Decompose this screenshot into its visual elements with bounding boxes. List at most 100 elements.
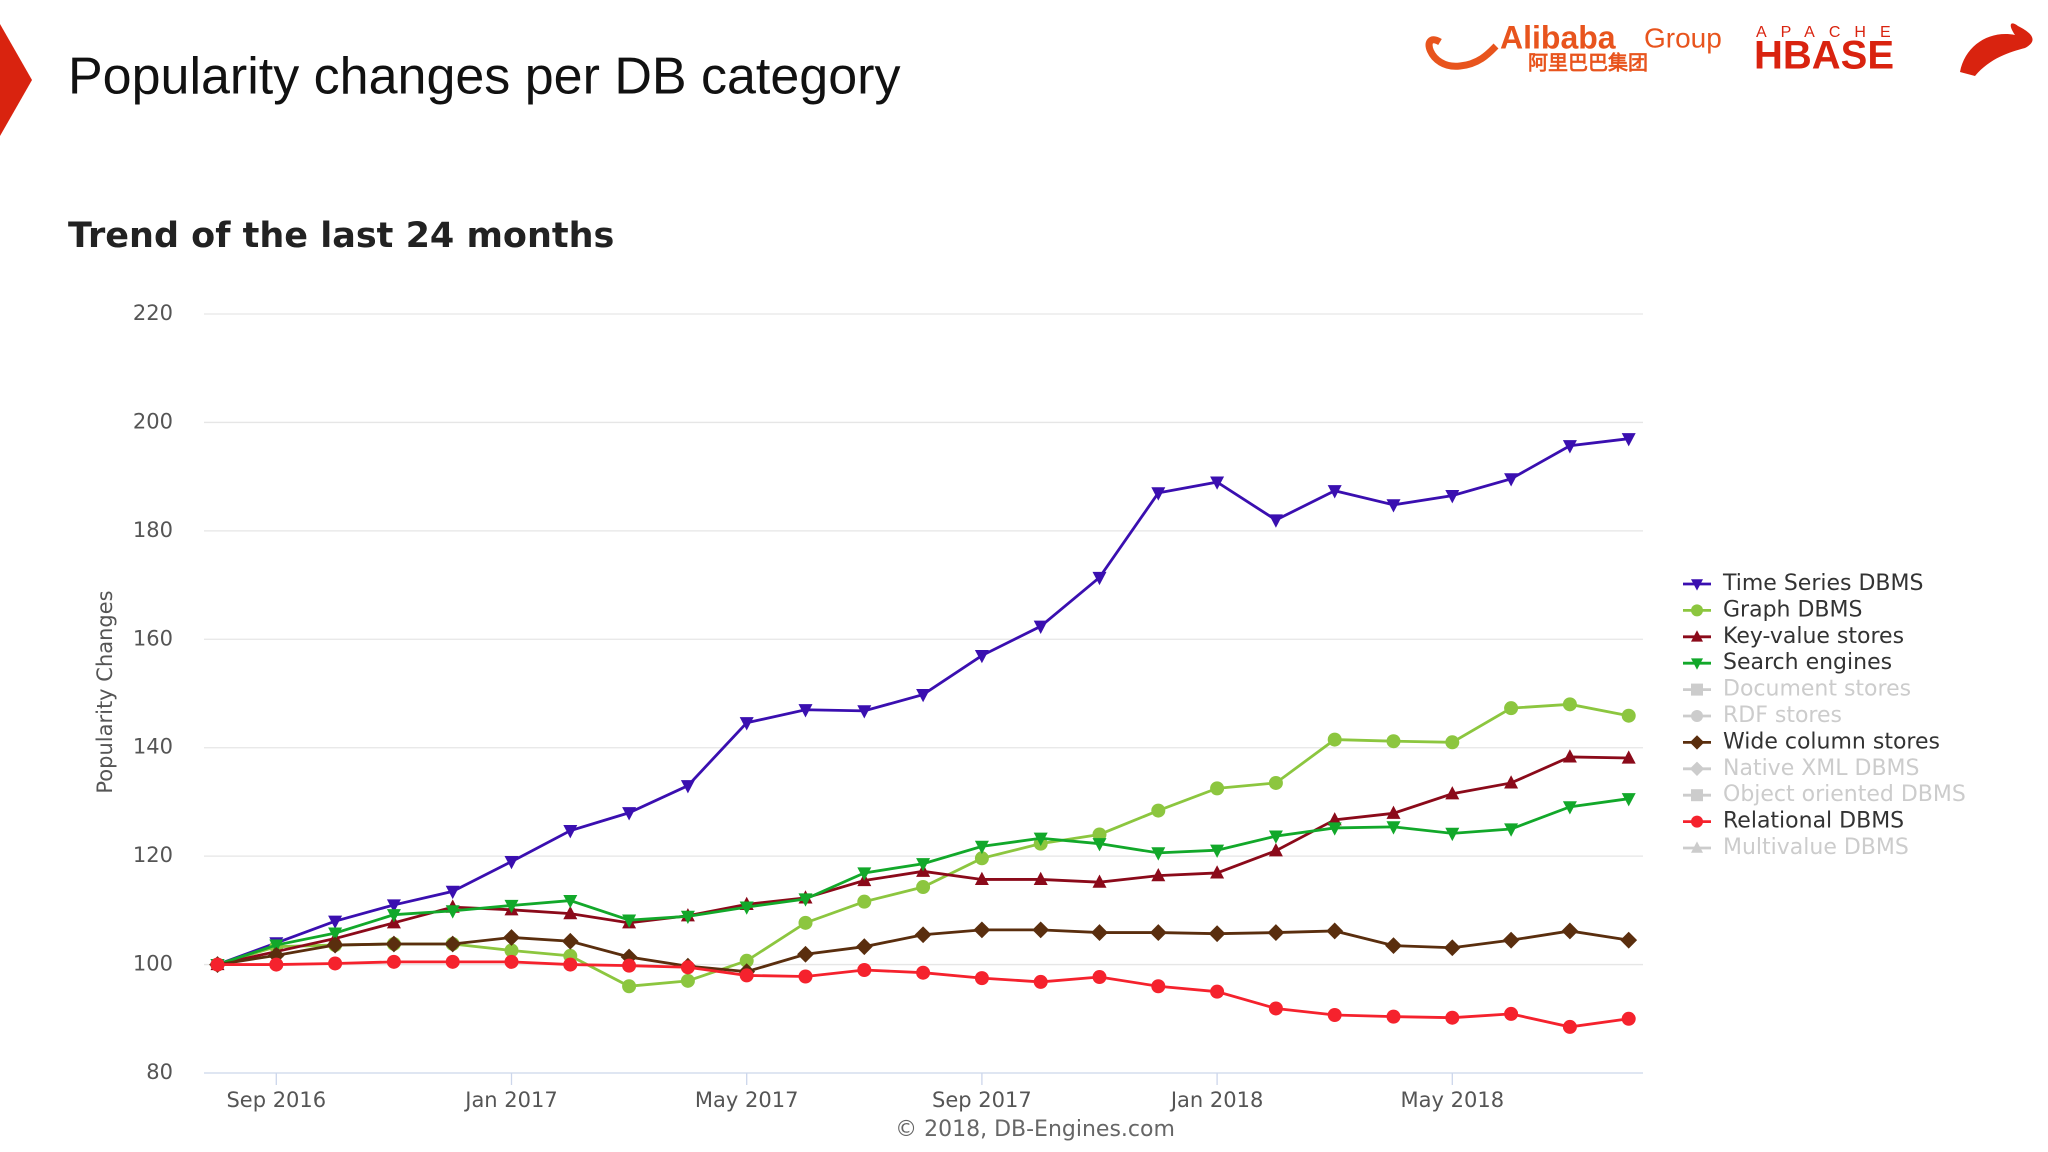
marker xyxy=(974,971,989,986)
marker xyxy=(561,932,579,950)
marker xyxy=(1151,867,1166,882)
marker xyxy=(622,807,637,821)
marker xyxy=(680,973,695,988)
marker xyxy=(1151,847,1166,861)
y-tick-label: 160 xyxy=(133,626,173,650)
series xyxy=(210,697,1636,994)
marker xyxy=(1504,473,1519,487)
x-tick-label: May 2018 xyxy=(1401,1088,1505,1112)
apache-text: APACHE xyxy=(1756,24,1905,41)
legend-item[interactable]: Wide column stores xyxy=(1683,729,1940,754)
legend-item[interactable]: Relational DBMS xyxy=(1683,809,1904,834)
marker xyxy=(1504,823,1519,837)
marker xyxy=(857,962,872,977)
alibaba-text: Alibaba xyxy=(1500,19,1616,55)
marker xyxy=(1091,924,1108,941)
marker xyxy=(1151,803,1166,818)
marker xyxy=(1268,514,1283,528)
marker xyxy=(1092,571,1107,586)
marker xyxy=(1092,827,1107,842)
marker xyxy=(445,905,460,919)
marker xyxy=(328,927,343,941)
legend-label: Wide column stores xyxy=(1723,729,1940,754)
legend-label: Multivalue DBMS xyxy=(1723,835,1909,860)
marker xyxy=(1689,761,1705,776)
legend-item[interactable]: Graph DBMS xyxy=(1683,597,1862,622)
marker xyxy=(386,899,401,913)
legend-item[interactable]: RDF stores xyxy=(1683,703,1842,728)
marker xyxy=(857,705,872,719)
marker xyxy=(1621,1011,1636,1026)
marker xyxy=(1504,1006,1519,1021)
marker xyxy=(1691,658,1703,670)
marker xyxy=(1621,708,1636,723)
marker xyxy=(1092,874,1107,888)
marker xyxy=(1092,838,1107,852)
marker xyxy=(445,954,460,969)
marker xyxy=(1445,827,1460,842)
marker xyxy=(1210,844,1225,858)
credit: © 2018, DB-Engines.com xyxy=(895,1117,1175,1142)
y-tick-label: 120 xyxy=(133,843,173,867)
legend-item[interactable]: Document stores xyxy=(1683,677,1911,702)
legend-label: Relational DBMS xyxy=(1723,809,1904,834)
marker xyxy=(1562,697,1577,712)
marker xyxy=(328,915,343,929)
marker xyxy=(386,909,401,923)
marker xyxy=(326,936,344,954)
marker xyxy=(739,717,754,731)
marker xyxy=(1033,832,1048,846)
marker xyxy=(385,935,403,953)
marker xyxy=(269,957,284,972)
marker xyxy=(1268,1001,1283,1016)
legend-label: Document stores xyxy=(1723,677,1911,702)
plot: 80 100 120 140 160 180 200 220 Sep 2016 Jan 2017 M… xyxy=(133,301,1966,1112)
legend-item[interactable]: Search engines xyxy=(1683,650,1892,675)
marker xyxy=(1268,843,1283,857)
y-tick-label: 100 xyxy=(133,952,173,976)
legend-item[interactable]: Native XML DBMS xyxy=(1683,756,1920,781)
marker xyxy=(1032,921,1050,939)
marker xyxy=(739,953,754,968)
marker xyxy=(563,825,578,839)
marker xyxy=(974,649,989,664)
y-tick-label: 200 xyxy=(133,409,173,433)
legend-item[interactable]: Key-value stores xyxy=(1683,624,1904,649)
slide-title: Popularity changes per DB category xyxy=(68,48,900,106)
marker xyxy=(386,954,401,969)
marker xyxy=(1327,485,1342,499)
series xyxy=(209,921,1638,981)
marker xyxy=(1689,735,1705,750)
marker xyxy=(1445,1010,1460,1025)
marker xyxy=(622,914,637,928)
marker xyxy=(622,979,637,994)
marker xyxy=(622,958,637,973)
hbase-logo: APACHE HBASE xyxy=(1754,23,2033,78)
marker xyxy=(1621,750,1636,764)
marker xyxy=(1033,620,1048,634)
marker xyxy=(1562,1019,1577,1034)
legend-label: Key-value stores xyxy=(1723,624,1904,649)
marker xyxy=(1151,979,1166,994)
marker xyxy=(974,840,989,855)
marker xyxy=(1562,749,1577,763)
legend-label: RDF stores xyxy=(1723,703,1842,728)
legend-item[interactable]: Object oriented DBMS xyxy=(1683,782,1966,807)
marker xyxy=(1562,801,1577,815)
marker xyxy=(1691,579,1703,591)
legend-label: Object oriented DBMS xyxy=(1723,782,1966,807)
x-tick-label: Sep 2016 xyxy=(226,1088,326,1112)
marker xyxy=(1445,490,1460,504)
legend-item[interactable]: Time Series DBMS xyxy=(1683,571,1923,596)
marker xyxy=(1386,821,1401,835)
marker xyxy=(857,867,872,881)
marker xyxy=(1327,732,1342,747)
marker xyxy=(974,871,989,886)
slide-accent xyxy=(0,24,32,136)
marker xyxy=(1210,865,1225,879)
marker xyxy=(1691,841,1703,853)
marker xyxy=(1327,822,1342,836)
marker xyxy=(916,965,931,980)
marker xyxy=(680,910,695,925)
legend-item[interactable]: Multivalue DBMS xyxy=(1683,835,1909,860)
